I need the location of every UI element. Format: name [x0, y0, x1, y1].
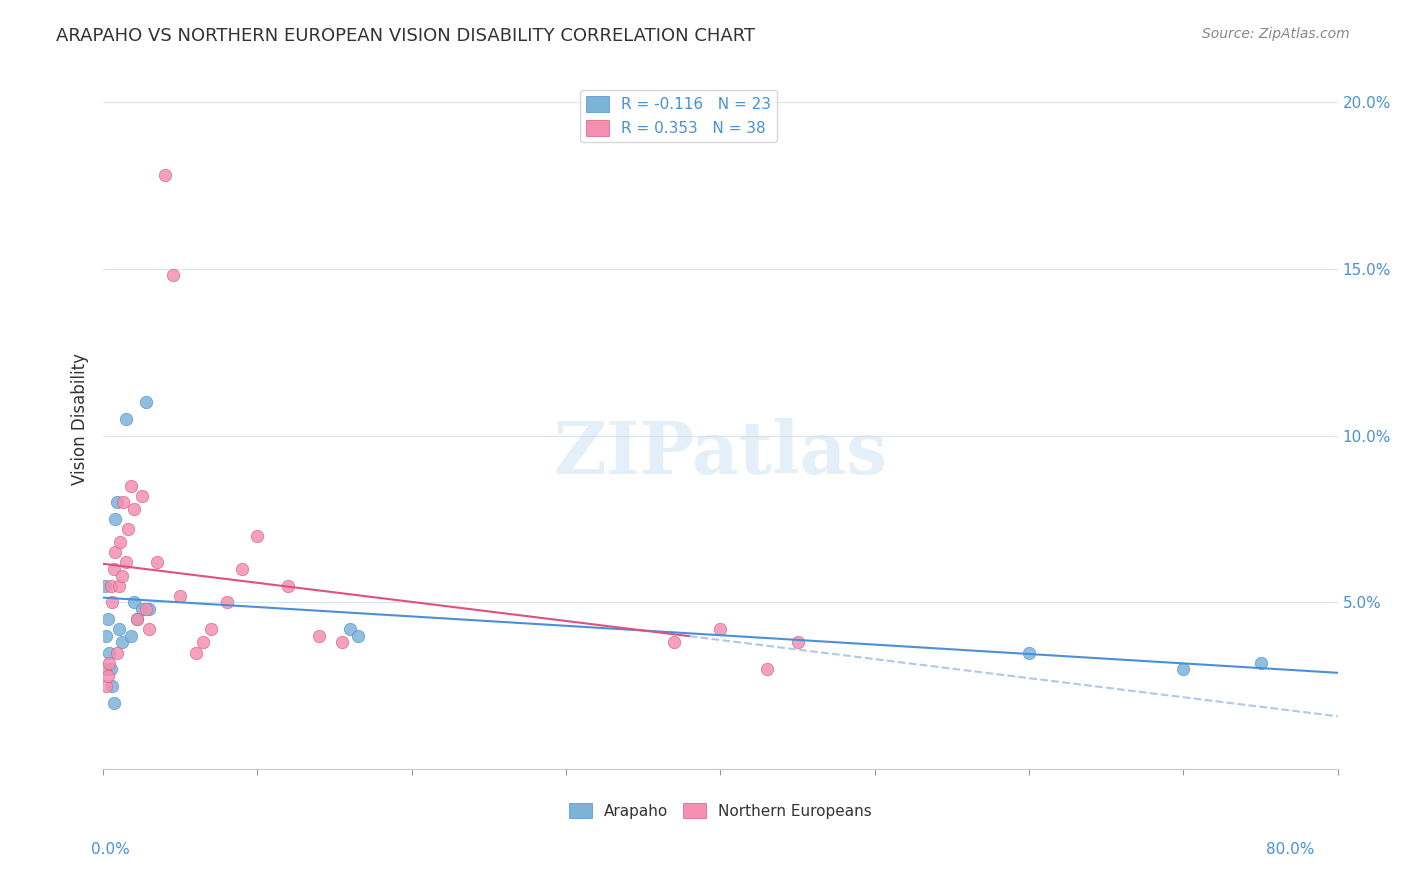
Point — [277, 579, 299, 593]
Point — [308, 629, 330, 643]
Point — [104, 512, 127, 526]
Point — [101, 595, 124, 609]
Point — [200, 622, 222, 636]
Point — [103, 696, 125, 710]
Point — [131, 602, 153, 616]
Point — [120, 478, 142, 492]
Point — [97, 612, 120, 626]
Point — [111, 568, 134, 582]
Point — [330, 635, 353, 649]
Text: Source: ZipAtlas.com: Source: ZipAtlas.com — [1202, 27, 1350, 41]
Text: 0.0%: 0.0% — [91, 842, 131, 856]
Point — [112, 495, 135, 509]
Y-axis label: Vision Disability: Vision Disability — [72, 353, 89, 485]
Point — [346, 629, 368, 643]
Point — [662, 635, 685, 649]
Point — [131, 489, 153, 503]
Point — [111, 635, 134, 649]
Point — [135, 395, 157, 409]
Point — [1173, 662, 1195, 676]
Text: ARAPAHO VS NORTHERN EUROPEAN VISION DISABILITY CORRELATION CHART: ARAPAHO VS NORTHERN EUROPEAN VISION DISA… — [56, 27, 755, 45]
Point — [153, 169, 176, 183]
Point — [96, 629, 118, 643]
Point — [98, 656, 121, 670]
Point — [93, 662, 115, 676]
Point — [98, 646, 121, 660]
Point — [115, 555, 138, 569]
Point — [100, 579, 122, 593]
Point — [215, 595, 238, 609]
Point — [117, 522, 139, 536]
Point — [125, 612, 148, 626]
Point — [193, 635, 215, 649]
Point — [246, 529, 269, 543]
Point — [120, 629, 142, 643]
Point — [96, 679, 118, 693]
Point — [97, 669, 120, 683]
Point — [231, 562, 253, 576]
Point — [169, 589, 191, 603]
Point — [1250, 656, 1272, 670]
Point — [93, 579, 115, 593]
Point — [107, 622, 129, 636]
Legend: Arapaho, Northern Europeans: Arapaho, Northern Europeans — [562, 797, 879, 825]
Point — [138, 602, 160, 616]
Point — [104, 545, 127, 559]
Point — [184, 646, 207, 660]
Point — [786, 635, 808, 649]
Point — [100, 662, 122, 676]
Point — [122, 595, 145, 609]
Point — [101, 679, 124, 693]
Point — [162, 268, 184, 283]
Point — [339, 622, 361, 636]
Point — [105, 495, 128, 509]
Point — [1018, 646, 1040, 660]
Point — [115, 412, 138, 426]
Point — [138, 622, 160, 636]
Point — [125, 612, 148, 626]
Text: 80.0%: 80.0% — [1267, 842, 1315, 856]
Point — [709, 622, 731, 636]
Point — [122, 502, 145, 516]
Point — [755, 662, 778, 676]
Point — [146, 555, 169, 569]
Point — [135, 602, 157, 616]
Text: ZIPatlas: ZIPatlas — [554, 418, 887, 490]
Point — [105, 646, 128, 660]
Point — [108, 535, 131, 549]
Point — [103, 562, 125, 576]
Point — [107, 579, 129, 593]
